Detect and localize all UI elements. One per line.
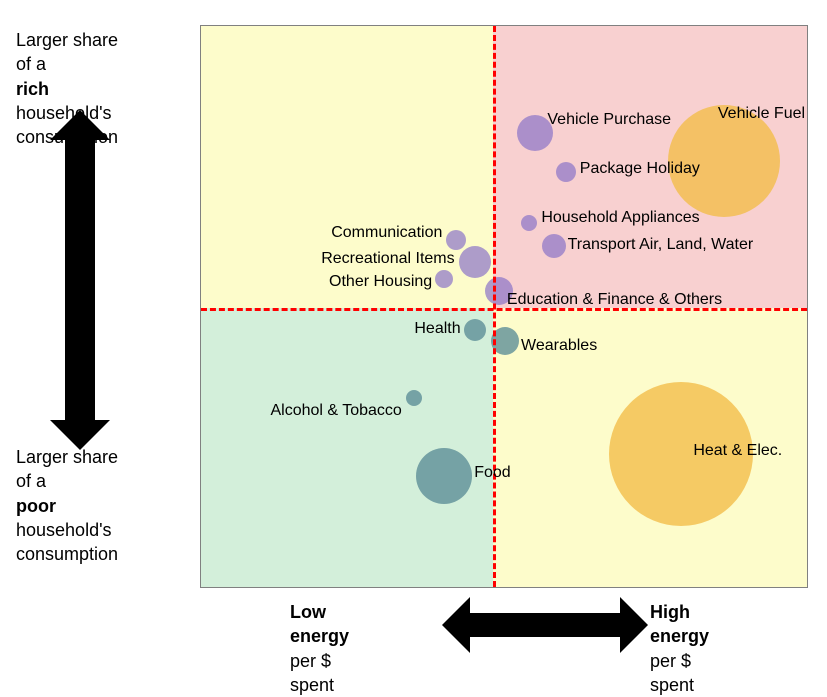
x-low-line2: per $ spent xyxy=(290,651,334,695)
bubble-label-alcohol_tobacco: Alcohol & Tobacco xyxy=(270,402,401,420)
y-poor-line1: Larger share of a xyxy=(16,447,118,491)
bubble-label-other_housing: Other Housing xyxy=(329,273,432,291)
bubble-label-food: Food xyxy=(474,464,510,482)
y-axis-arrow-icon xyxy=(35,110,125,450)
y-poor-line2b: household's xyxy=(16,520,112,540)
y-poor-bold: poor xyxy=(16,496,56,516)
scatter-plot: Vehicle Fuel Heat & Elec. Vehicle Purchase… xyxy=(200,25,808,588)
bubble-label-health: Health xyxy=(414,320,460,338)
bubble-label-communication: Communication xyxy=(331,224,442,242)
x-axis-label-low: Low energy per $ spent xyxy=(290,600,349,697)
divider-vertical xyxy=(493,26,496,587)
y-poor-line3: consumption xyxy=(16,544,118,564)
x-axis-label-high: High energy per $ spent xyxy=(650,600,709,697)
bubble-hh_appliances xyxy=(521,215,537,231)
quadrant-bottom-left xyxy=(201,308,493,589)
bubble-label-rec_items: Recreational Items xyxy=(321,250,454,268)
x-low-line1: Low energy xyxy=(290,602,349,646)
bubble-communication xyxy=(446,230,466,250)
bubble-label-wearables: Wearables xyxy=(521,337,597,355)
x-axis-arrow-icon xyxy=(442,585,648,665)
bubble-health xyxy=(464,319,486,341)
chart-container: Larger share of a rich household's consu… xyxy=(0,0,827,658)
bubble-transport_alw xyxy=(542,234,566,258)
bubble-label-vehicle_fuel: Vehicle Fuel xyxy=(718,105,805,123)
x-high-line1: High energy xyxy=(650,602,709,646)
bubble-package_holiday xyxy=(556,162,576,182)
bubble-label-edu_fin_other: Education & Finance & Others xyxy=(507,291,722,309)
bubble-label-transport_alw: Transport Air, Land, Water xyxy=(568,236,754,254)
x-high-line2: per $ spent xyxy=(650,651,694,695)
bubble-other_housing xyxy=(435,270,453,288)
bubble-rec_items xyxy=(459,246,491,278)
bubble-label-package_holiday: Package Holiday xyxy=(580,160,700,178)
bubble-label-heat_elec: Heat & Elec. xyxy=(693,442,782,460)
bubble-alcohol_tobacco xyxy=(406,390,422,406)
bubble-label-hh_appliances: Household Appliances xyxy=(541,209,699,227)
bubble-food xyxy=(416,448,472,504)
y-rich-bold: rich xyxy=(16,79,49,99)
y-rich-line1: Larger share of a xyxy=(16,30,118,74)
y-axis-label-poor: Larger share of a poor household's consu… xyxy=(16,445,118,566)
bubble-label-vehicle_purchase: Vehicle Purchase xyxy=(547,111,671,129)
